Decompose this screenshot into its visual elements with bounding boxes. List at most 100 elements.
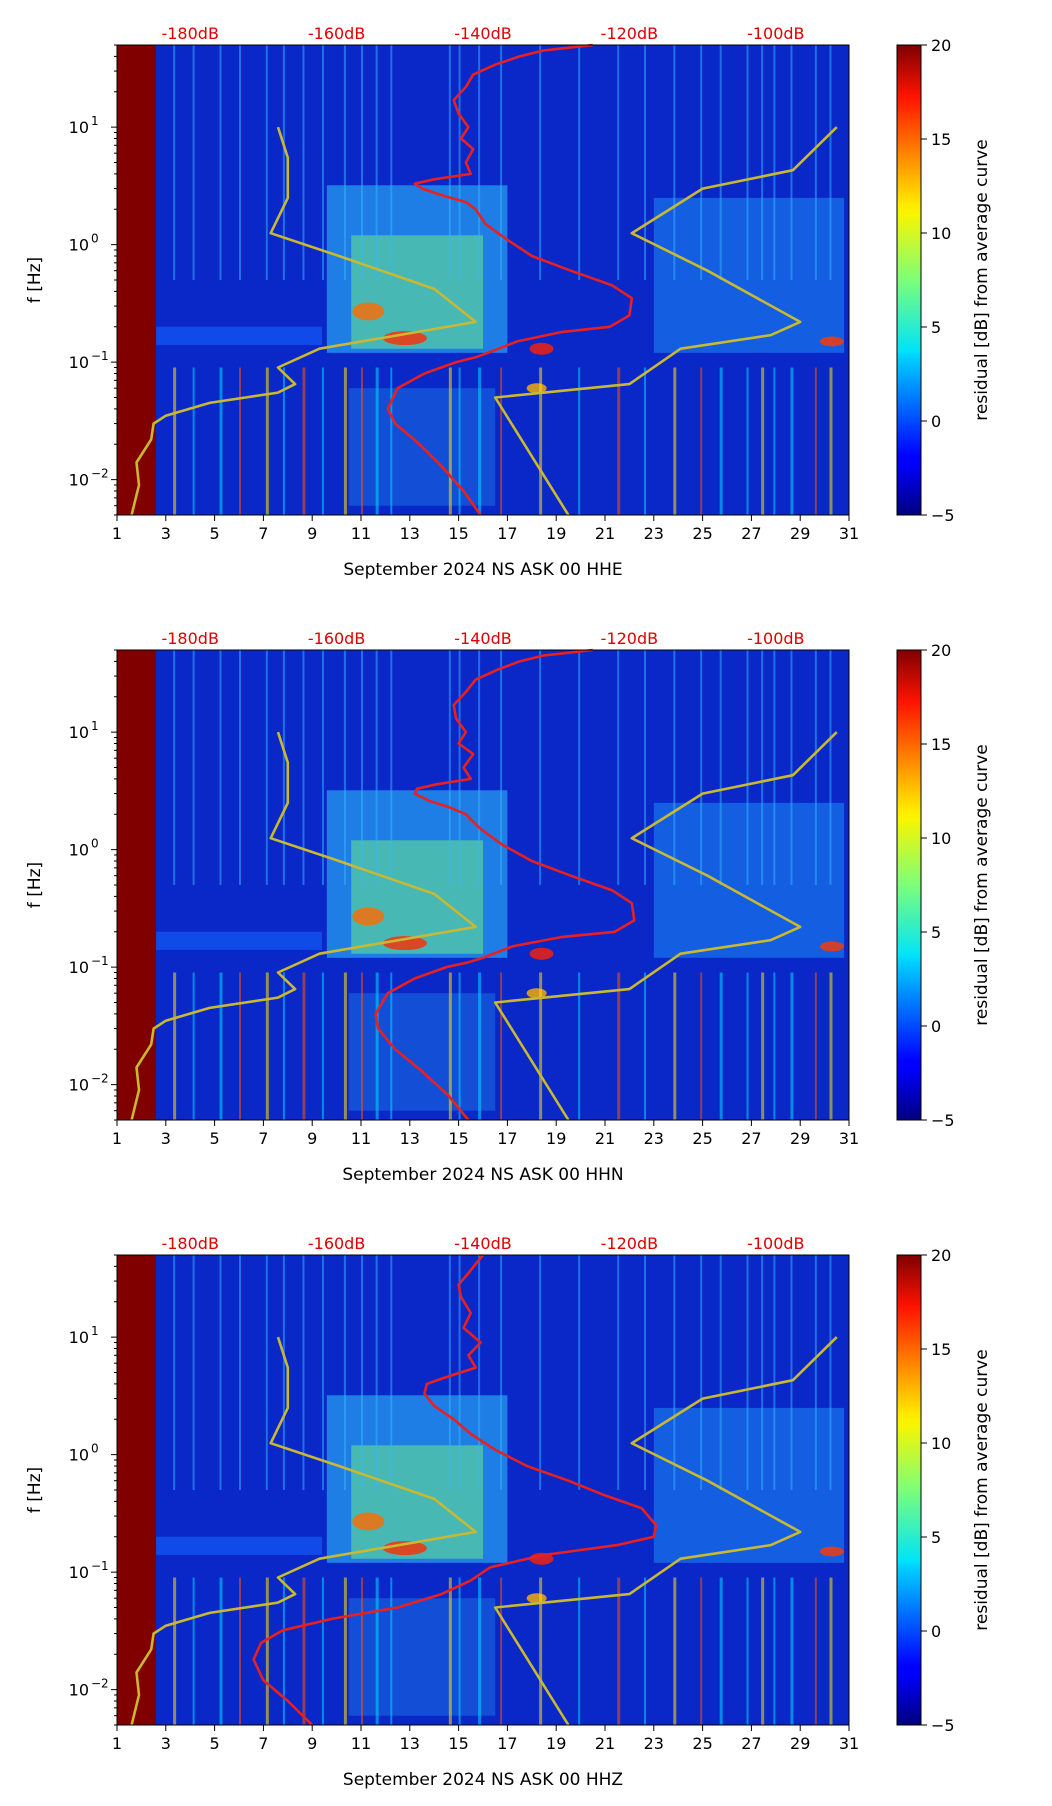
event-streak xyxy=(814,650,817,885)
event-streak xyxy=(790,367,794,515)
event-streak xyxy=(343,45,346,280)
event-streak xyxy=(746,367,749,515)
event-streak xyxy=(700,1255,703,1490)
event-streak xyxy=(673,1255,676,1490)
x-tick-label: 3 xyxy=(161,1129,171,1148)
hot-spot xyxy=(352,1512,385,1531)
event-streak xyxy=(173,650,176,885)
x-tick-label: 19 xyxy=(546,524,566,543)
x-tick-label: 1 xyxy=(112,524,122,543)
missing-data-region xyxy=(117,45,157,515)
x-tick-label: 29 xyxy=(790,524,810,543)
x-tick-label: 13 xyxy=(400,1129,420,1148)
colorbar-tick-label: −5 xyxy=(931,506,955,525)
event-streak xyxy=(500,45,503,280)
event-streak xyxy=(265,972,269,1120)
db-scale-label: -100dB xyxy=(747,629,804,648)
average-PSD-curve-line xyxy=(252,1254,658,1726)
y-tick-exponent: −1 xyxy=(91,349,109,363)
noise-region xyxy=(653,802,845,958)
event-streak xyxy=(343,972,347,1120)
event-streak xyxy=(302,972,306,1120)
x-tick-label: 31 xyxy=(839,1129,859,1148)
colorbar: 20 15 10 5 0 −5 residual [dB] from average cu… xyxy=(896,1246,992,1735)
event-streak xyxy=(343,367,347,515)
event-streak xyxy=(719,45,722,280)
event-streak xyxy=(282,45,285,280)
db-scale-label: -100dB xyxy=(747,1234,804,1253)
x-tick-label: 15 xyxy=(448,1129,468,1148)
event-streak xyxy=(719,1577,723,1725)
x-tick-label: 23 xyxy=(644,1734,664,1753)
x-tick-label: 3 xyxy=(161,1734,171,1753)
db-scale-label: -160dB xyxy=(308,629,365,648)
event-streak xyxy=(617,650,620,885)
colorbar-tick-label: 20 xyxy=(931,1246,951,1265)
event-streak xyxy=(500,367,503,515)
event-streak xyxy=(192,1577,195,1725)
y-tick-exponent: −2 xyxy=(91,467,109,481)
event-streak xyxy=(829,972,833,1120)
y-tick-label: 10 xyxy=(69,236,89,255)
colorbar-tick-label: 0 xyxy=(931,1017,941,1036)
event-streak xyxy=(578,1577,581,1725)
event-streak xyxy=(790,650,793,885)
db-scale-label: -120dB xyxy=(601,24,658,43)
event-streak xyxy=(458,1577,461,1725)
heatmap-image xyxy=(117,650,849,1120)
colorbar: 20 15 10 5 0 −5 residual [dB] from average cu… xyxy=(896,641,992,1130)
db-scale-label: -160dB xyxy=(308,1234,365,1253)
event-streak xyxy=(644,367,647,515)
event-streak xyxy=(458,367,461,515)
event-streak xyxy=(239,972,241,1120)
event-streak xyxy=(829,45,832,280)
event-streak xyxy=(321,972,324,1120)
event-streak xyxy=(719,650,722,885)
x-tick-label: 15 xyxy=(448,524,468,543)
x-tick-label: 31 xyxy=(839,1734,859,1753)
event-streak xyxy=(673,367,677,515)
event-streak xyxy=(761,1577,765,1725)
event-streak xyxy=(539,1255,542,1490)
event-streak xyxy=(539,650,542,885)
colorbar-label: residual [dB] from average curve xyxy=(972,744,992,1025)
x-tick-label: 13 xyxy=(400,1734,420,1753)
x-tick-label: 17 xyxy=(497,1129,517,1148)
x-tick-label: 9 xyxy=(307,1734,317,1753)
event-streak xyxy=(361,1577,363,1725)
event-streak xyxy=(239,45,241,280)
colorbar-label: residual [dB] from average curve xyxy=(972,1349,992,1630)
x-tick-label: 9 xyxy=(307,1129,317,1148)
event-streak xyxy=(773,972,776,1120)
db-scale-label: -120dB xyxy=(601,1234,658,1253)
noise-region xyxy=(156,1536,322,1555)
colorbar-tick-label: −5 xyxy=(931,1111,955,1130)
event-streak xyxy=(746,650,749,885)
event-streak xyxy=(173,972,177,1120)
event-streak xyxy=(644,1255,647,1490)
colorbar-tick-label: 15 xyxy=(931,130,951,149)
event-streak xyxy=(790,1255,793,1490)
event-streak xyxy=(219,1255,222,1490)
event-streak xyxy=(219,367,223,515)
event-streak xyxy=(321,1577,324,1725)
event-streak xyxy=(644,1577,647,1725)
event-streak xyxy=(173,45,176,280)
x-axis-label: September 2024 NS ASK 00 HHE xyxy=(343,560,622,580)
colorbar-tick-label: 0 xyxy=(931,1622,941,1641)
event-streak xyxy=(814,972,817,1120)
hot-spot xyxy=(352,302,385,321)
event-streak xyxy=(617,367,621,515)
event-streak xyxy=(578,1255,581,1490)
event-streak xyxy=(746,972,749,1120)
missing-data-region xyxy=(117,650,157,1120)
event-streak xyxy=(746,45,749,280)
event-streak xyxy=(390,45,393,280)
high-noise-model-line xyxy=(493,1336,838,1726)
event-streak xyxy=(390,650,393,885)
colorbar-tick-label: 0 xyxy=(931,412,941,431)
noise-region xyxy=(351,1445,483,1559)
event-streak xyxy=(761,45,764,280)
event-streak xyxy=(814,367,817,515)
x-tick-label: 1 xyxy=(112,1734,122,1753)
